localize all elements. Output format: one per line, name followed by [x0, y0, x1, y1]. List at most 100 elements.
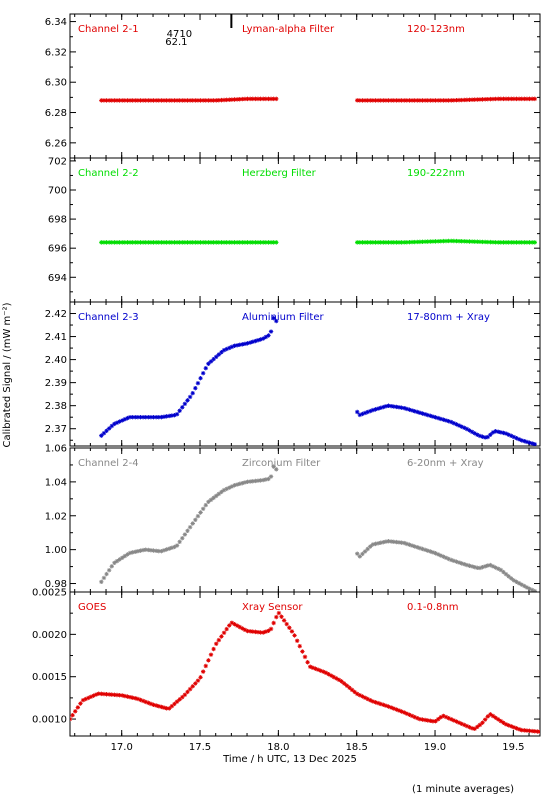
data-point: [449, 238, 454, 244]
data-point: [417, 239, 423, 245]
data-point: [381, 702, 386, 708]
data-point: [412, 409, 417, 414]
data-point: [438, 98, 443, 103]
data-point: [161, 548, 167, 553]
data-point: [462, 425, 467, 430]
data-point: [106, 240, 112, 245]
data-point: [503, 240, 509, 245]
data-point: [101, 691, 107, 697]
data-point: [245, 341, 250, 346]
data-point: [214, 493, 219, 499]
data-point: [375, 98, 381, 103]
data-point: [193, 517, 198, 523]
data-point: [370, 699, 376, 704]
data-point: [99, 98, 104, 103]
data-point: [438, 715, 443, 720]
data-point: [200, 370, 206, 376]
data-point: [420, 411, 425, 416]
data-point: [441, 238, 446, 244]
panel-3: 2.37 2.38 2.39 2.40 2.41 2.42 Channel 2-3 Alumi…: [45, 301, 541, 447]
data-point: [459, 721, 464, 727]
data-point: [467, 724, 472, 730]
data-point: [271, 240, 276, 245]
data-point: [425, 98, 430, 103]
data-point: [174, 98, 180, 103]
data-point: [159, 98, 164, 103]
data-point: [245, 96, 250, 102]
data-point: [454, 98, 459, 103]
data-point: [172, 544, 177, 550]
data-point: [169, 703, 175, 709]
panel-channel-title: Channel 2-2: [78, 168, 139, 179]
data-point: [138, 415, 143, 420]
data-point: [422, 547, 428, 553]
data-point: [114, 558, 120, 564]
data-point: [404, 711, 410, 716]
data-point: [446, 715, 451, 721]
data-point: [135, 549, 141, 554]
data-point: [475, 724, 480, 730]
data-point: [524, 728, 530, 733]
data-point: [101, 240, 107, 245]
data-point: [438, 553, 443, 558]
data-point: [378, 540, 383, 545]
data-point: [127, 550, 133, 556]
data-point: [109, 240, 114, 245]
data-point: [263, 240, 269, 245]
data-point: [198, 240, 203, 245]
data-point: [214, 98, 219, 103]
data-point: [511, 725, 517, 730]
data-point: [388, 98, 394, 103]
data-point: [396, 405, 402, 410]
data-point: [355, 98, 360, 103]
data-point: [227, 97, 232, 102]
x-tick-label: 17.0: [111, 742, 133, 753]
data-point: [428, 239, 433, 244]
data-point: [268, 329, 274, 334]
data-point: [357, 98, 363, 103]
data-point: [219, 97, 224, 103]
data-point: [388, 705, 394, 710]
data-point: [509, 240, 514, 245]
y-axis-label: Calibrated Signal / (mW m⁻²): [2, 302, 13, 447]
data-point: [430, 414, 436, 419]
data-point: [140, 98, 146, 103]
data-point: [266, 333, 271, 338]
panel-filter-title: Xray Sensor: [242, 602, 303, 613]
data-point: [386, 240, 391, 245]
data-point: [388, 539, 394, 544]
data-point: [255, 629, 261, 635]
data-point: [394, 98, 399, 103]
data-point: [287, 625, 292, 630]
data-point: [211, 495, 216, 501]
data-point: [169, 545, 175, 550]
data-point: [527, 240, 532, 245]
data-point: [193, 681, 198, 686]
y-tick-label: 0.0010: [32, 715, 67, 726]
data-point: [247, 629, 253, 634]
data-point: [245, 628, 250, 634]
data-point: [125, 415, 130, 421]
data-point: [146, 547, 151, 553]
data-point: [159, 548, 164, 554]
data-point: [104, 98, 109, 103]
data-point: [99, 240, 104, 245]
data-point: [469, 97, 475, 102]
data-point: [247, 479, 253, 484]
data-point: [255, 338, 261, 343]
data-point: [454, 559, 459, 564]
data-point: [331, 674, 336, 680]
data-point: [101, 431, 107, 436]
data-point: [242, 480, 248, 485]
data-point: [219, 634, 224, 639]
data-point: [449, 717, 454, 722]
data-point: [167, 240, 172, 245]
data-point: [310, 665, 316, 670]
data-point: [522, 240, 527, 245]
data-point: [503, 96, 509, 102]
data-point: [511, 578, 517, 583]
data-point: [490, 430, 496, 435]
marker-value-bottom: 62.1: [165, 37, 187, 48]
data-point: [365, 240, 370, 245]
